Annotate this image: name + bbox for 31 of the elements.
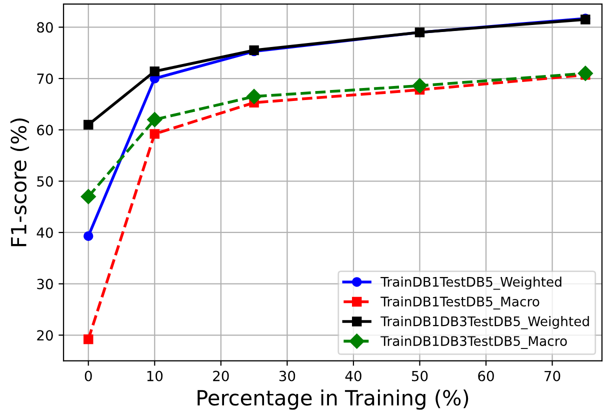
x-tick-label: 60 xyxy=(478,370,494,382)
y-tick-label: 70 xyxy=(37,73,53,84)
y-tick-label: 30 xyxy=(37,278,53,290)
point xyxy=(84,334,94,344)
point xyxy=(84,231,94,241)
x-tick-label: 10 xyxy=(147,370,163,382)
y-tick-label: 60 xyxy=(37,124,53,136)
x-tick-label: 40 xyxy=(345,370,362,382)
legend-label: TrainDB1DB3TestDB5_Macro xyxy=(380,336,567,349)
point xyxy=(147,112,162,128)
y-tick-label: 80 xyxy=(37,22,53,33)
x-tick-label: 70 xyxy=(544,370,560,382)
point xyxy=(80,188,96,204)
x-tick-label: 0 xyxy=(84,370,92,382)
legend-label: TrainDB1TestDB5_Macro xyxy=(380,296,540,310)
y-tick-label: 20 xyxy=(37,330,53,341)
y-tick-label: 40 xyxy=(36,227,53,238)
point xyxy=(150,66,160,76)
legend-label: TrainDB1TestDB5_Weighted xyxy=(380,276,562,290)
y-axis-title: F1-score (%) xyxy=(10,118,29,246)
point xyxy=(578,66,593,81)
y-tick-label: 50 xyxy=(37,176,53,187)
x-tick-label: 20 xyxy=(213,370,229,382)
point xyxy=(84,120,94,130)
point xyxy=(150,129,160,139)
point xyxy=(412,78,428,94)
x-axis-title: Percentage in Training (%) xyxy=(198,390,468,410)
legend-label: TrainDB1DB3TestDB5_Weighted xyxy=(380,316,589,330)
x-tick-label: 50 xyxy=(412,370,428,382)
point xyxy=(246,88,262,104)
x-tick-label: 30 xyxy=(279,370,296,382)
